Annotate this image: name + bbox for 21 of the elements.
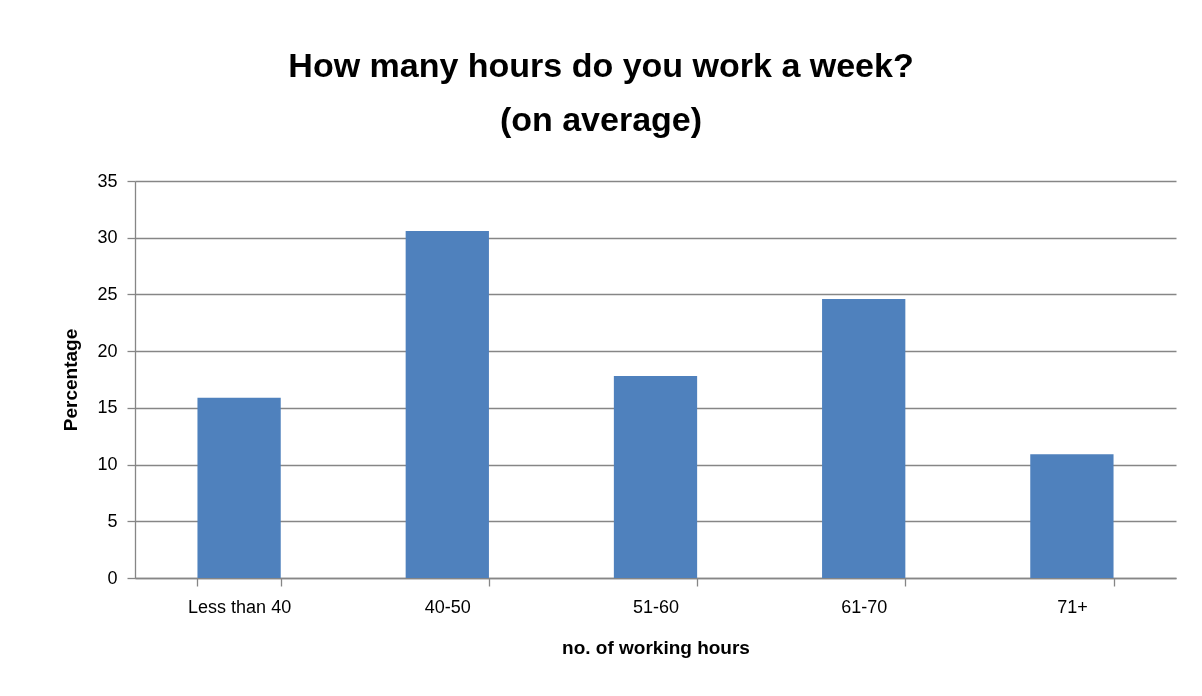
y-tick-label: 25 [97, 283, 118, 304]
y-tick-label: 10 [97, 454, 118, 475]
bar [405, 230, 489, 578]
bar [197, 397, 281, 578]
bar [613, 376, 698, 578]
x-tick-label: 61-70 [841, 596, 888, 617]
bar [822, 298, 906, 578]
x-tick-label: 40-50 [424, 596, 471, 617]
y-tick-label: 0 [107, 567, 118, 588]
bar [1030, 454, 1114, 578]
y-tick-label: 5 [107, 510, 118, 531]
x-tick-label: Less than 40 [188, 596, 292, 617]
y-axis-title: Percentage [60, 328, 82, 432]
x-tick-label: 51-60 [632, 596, 680, 617]
y-tick-label: 35 [97, 170, 118, 191]
chart-title: How many hours do you work a week? (on average) [288, 46, 914, 138]
y-tick-label: 30 [97, 227, 118, 248]
x-tick-label: 71+ [1057, 596, 1088, 617]
x-axis-title: no. of working hours [562, 636, 750, 658]
y-tick-label: 15 [97, 397, 118, 418]
y-tick-label: 20 [97, 340, 118, 361]
